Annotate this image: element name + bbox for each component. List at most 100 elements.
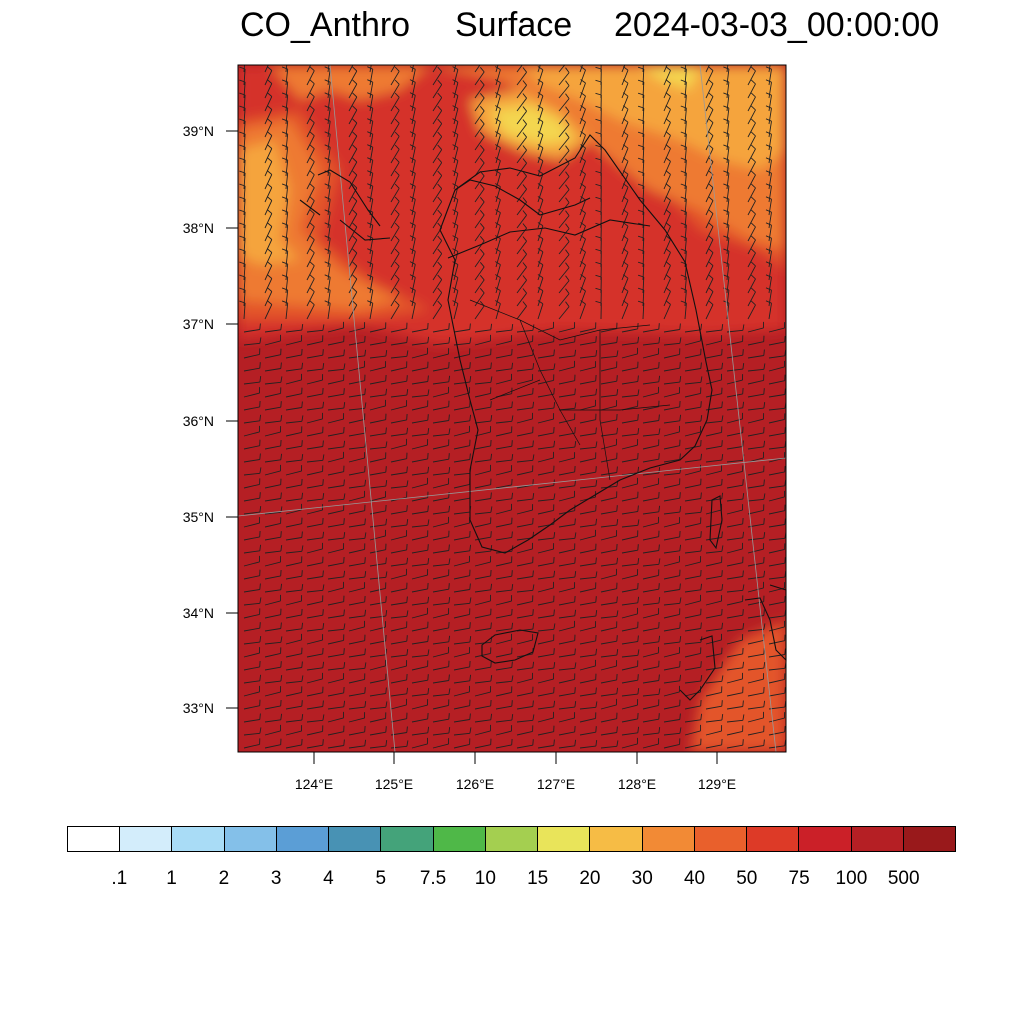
wind-barb xyxy=(516,600,533,606)
wind-barb-flag xyxy=(765,248,772,252)
wind-barb xyxy=(516,719,533,723)
wind-barb-flag xyxy=(658,505,661,512)
wind-barb-flag xyxy=(394,105,400,111)
wind-barb-flag xyxy=(721,714,724,721)
wind-barb-flag xyxy=(723,79,730,83)
wind-barb-flag xyxy=(352,287,358,293)
wind-barb-flag xyxy=(574,701,577,708)
wind-barb-flag xyxy=(679,727,682,734)
wind-barb-flag xyxy=(364,701,367,708)
wind-barb-flag xyxy=(322,739,324,746)
wind-barb xyxy=(768,290,772,307)
wind-barb-flag xyxy=(622,209,629,214)
wind-barb xyxy=(348,485,365,489)
wind-barb xyxy=(306,368,323,372)
wind-barb xyxy=(642,250,645,268)
wind-barb xyxy=(579,82,586,99)
wind-barb-flag xyxy=(448,375,451,382)
wind-barb xyxy=(747,667,764,671)
wind-barb-flag xyxy=(266,235,273,240)
wind-barb xyxy=(579,225,586,242)
wind-barb xyxy=(663,705,680,710)
wind-barb xyxy=(705,70,714,86)
wind-barb xyxy=(747,148,756,164)
wind-barb-flag xyxy=(437,131,443,137)
wind-barb xyxy=(621,187,629,203)
wind-barb xyxy=(747,432,764,437)
wind-barb-flag xyxy=(259,492,261,499)
wind-barb xyxy=(306,470,323,476)
wind-barb xyxy=(579,601,596,606)
wind-barb xyxy=(558,380,575,385)
wind-barb xyxy=(453,743,470,749)
wind-barb xyxy=(306,706,323,710)
wind-barb xyxy=(369,640,386,645)
wind-barb xyxy=(474,201,485,216)
wind-barb-flag xyxy=(537,79,544,84)
wind-barb xyxy=(663,65,668,73)
wind-barb-flag xyxy=(574,532,577,539)
wind-barb xyxy=(285,108,289,125)
wind-barb xyxy=(621,239,629,255)
wind-barb-flag xyxy=(751,54,755,58)
wind-barb-flag xyxy=(580,261,586,266)
colorbar-swatch xyxy=(642,827,695,851)
wind-barb xyxy=(411,419,428,424)
wind-barb-flag xyxy=(708,66,714,71)
wind-barb-flag xyxy=(522,249,527,255)
wind-barb-flag xyxy=(266,209,273,214)
wind-barb-flag xyxy=(495,170,501,174)
wind-barb xyxy=(516,562,533,567)
wind-barb xyxy=(558,394,575,398)
wind-barb-flag xyxy=(616,389,619,396)
wind-barb xyxy=(642,237,645,255)
wind-barb-flag xyxy=(324,157,331,161)
wind-barb xyxy=(684,329,701,333)
wind-barb xyxy=(642,472,659,476)
wind-barb xyxy=(516,576,533,580)
wind-barb xyxy=(579,173,586,190)
wind-barb-flag xyxy=(658,635,661,642)
wind-barb xyxy=(369,665,386,671)
wind-barb-flag xyxy=(343,648,345,655)
wind-barb xyxy=(411,444,428,450)
wind-barb xyxy=(432,627,449,632)
wind-barb xyxy=(621,83,629,99)
wind-barb-flag xyxy=(280,675,283,682)
wind-barb xyxy=(621,665,638,671)
wind-barb xyxy=(621,444,638,450)
wind-barb xyxy=(390,71,400,86)
wind-barb xyxy=(327,134,331,151)
wind-barb-flag xyxy=(259,622,261,629)
wind-barb-flag xyxy=(750,118,756,124)
wind-barb-flag xyxy=(581,54,586,58)
wind-barb-flag xyxy=(511,700,513,707)
wind-barb xyxy=(579,277,586,294)
wind-barb xyxy=(726,600,743,606)
wind-barb xyxy=(642,367,659,372)
wind-barb-flag xyxy=(723,157,730,161)
wind-barb xyxy=(453,680,470,684)
wind-barb xyxy=(411,602,428,606)
wind-barb-flag xyxy=(721,531,723,538)
wind-barb-flag xyxy=(281,222,288,226)
wind-barb xyxy=(264,252,273,268)
wind-barb xyxy=(285,537,302,541)
wind-barb-flag xyxy=(565,184,570,190)
wind-barb xyxy=(747,509,764,515)
wind-barb-flag xyxy=(479,236,485,242)
wind-barb xyxy=(369,225,374,242)
wind-barb-flag xyxy=(553,349,555,356)
wind-barb-flag xyxy=(511,661,513,668)
wind-barb xyxy=(474,214,485,229)
wind-barb xyxy=(411,290,416,307)
wind-barb-flag xyxy=(665,92,671,97)
wind-barb xyxy=(306,278,315,294)
wind-barb xyxy=(348,304,358,320)
wind-barb xyxy=(243,250,246,268)
wind-barb-flag xyxy=(708,248,714,253)
wind-barb xyxy=(369,615,386,619)
wind-barb xyxy=(327,446,344,450)
wind-barb xyxy=(495,160,501,177)
wind-barb xyxy=(726,498,743,502)
